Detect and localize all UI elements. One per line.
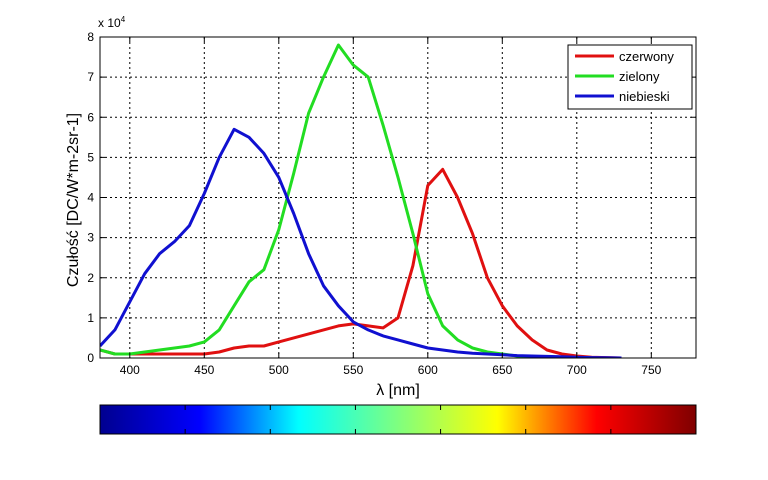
x-tick-label: 550 xyxy=(343,363,363,377)
series-layer xyxy=(100,43,622,358)
x-axis-title: λ [nm] xyxy=(376,382,420,399)
legend-label-czerwony: czerwony xyxy=(619,49,674,64)
y-tick-label: 0 xyxy=(87,351,94,365)
y-multiplier-exponent: 4 xyxy=(121,15,126,24)
y-tick-labels: 0 1 2 3 4 5 6 7 8 xyxy=(87,30,94,365)
series-line-niebieski xyxy=(100,127,622,358)
y-tick-label: 5 xyxy=(87,150,94,164)
x-tick-label: 450 xyxy=(194,363,214,377)
tick-marks xyxy=(100,36,696,359)
y-multiplier: x 104 xyxy=(98,15,126,30)
legend-label-zielony: zielony xyxy=(619,69,660,84)
y-tick-label: 4 xyxy=(87,191,94,205)
y-tick-label: 2 xyxy=(87,271,94,285)
x-tick-label: 650 xyxy=(492,363,512,377)
y-tick-label: 3 xyxy=(87,231,94,245)
y-tick-label: 7 xyxy=(87,70,94,84)
colorbar-ticks xyxy=(184,405,612,434)
x-tick-label: 500 xyxy=(269,363,289,377)
legend: czerwony zielony niebieski xyxy=(567,44,693,110)
x-tick-labels: 400 450 500 550 600 650 700 750 xyxy=(120,363,662,377)
y-tick-label: 8 xyxy=(87,30,94,44)
x-tick-label: 700 xyxy=(567,363,587,377)
series-line-czerwony xyxy=(100,167,622,358)
y-axis-title: Czułość [DC/W*m-2sr-1] xyxy=(65,113,82,287)
y-tick-label: 6 xyxy=(87,110,94,124)
y-tick-label: 1 xyxy=(87,311,94,325)
spectrum-colorbar xyxy=(99,404,697,435)
x-tick-label: 600 xyxy=(418,363,438,377)
legend-label-niebieski: niebieski xyxy=(619,89,670,104)
x-tick-label: 750 xyxy=(641,363,661,377)
x-tick-label: 400 xyxy=(120,363,140,377)
